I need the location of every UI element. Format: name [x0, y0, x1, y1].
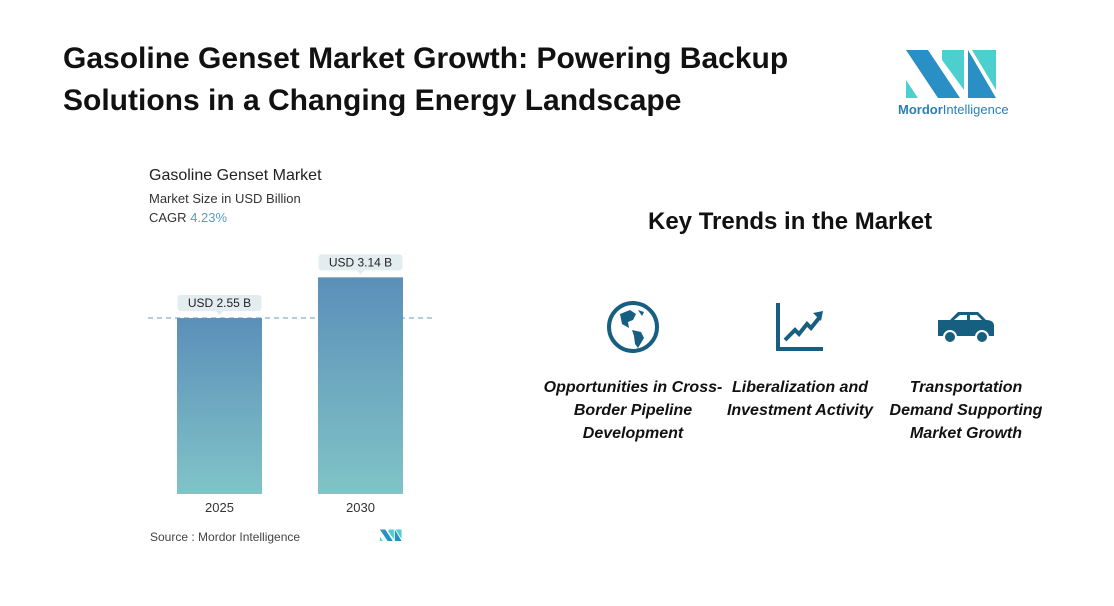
key-trends-heading: Key Trends in the Market — [648, 208, 933, 235]
cagr-value: 4.23% — [190, 210, 228, 225]
trend-item: Liberalization and Investment Activity — [710, 300, 890, 422]
chart-source: Source : Mordor Intelligence — [150, 530, 301, 544]
data-label-pointer — [356, 270, 365, 275]
data-label-bg — [318, 254, 403, 271]
trend-item: Transportation Demand Supporting Market … — [876, 300, 1056, 445]
bar-2030 — [318, 277, 403, 494]
data-label-pointer — [215, 311, 224, 316]
data-label: USD 2.55 B — [188, 296, 251, 310]
trend-label: Liberalization and Investment Activity — [726, 379, 874, 419]
globe-icon — [607, 301, 659, 353]
logo-mark-icon — [906, 50, 996, 98]
source-logo-icon — [379, 529, 402, 542]
logo-brand2: Intelligence — [942, 102, 1009, 117]
data-label: USD 3.14 B — [329, 255, 392, 269]
chart-cagr: CAGR 4.23% — [149, 210, 227, 225]
bar-2025 — [177, 318, 262, 494]
trend-label: Opportunities in Cross-Border Pipeline D… — [543, 379, 723, 442]
cagr-label: CAGR — [149, 210, 187, 225]
trend-chart-icon — [776, 303, 823, 351]
chart-title: Gasoline Genset Market — [149, 167, 322, 184]
page-title: Gasoline Genset Market Growth: Powering … — [63, 42, 789, 117]
x-tick-label: 2030 — [346, 500, 375, 515]
x-tick-label: 2025 — [205, 500, 234, 515]
mordor-logo: MordorIntelligence — [898, 50, 1009, 117]
trend-item: Opportunities in Cross-Border Pipeline D… — [543, 300, 723, 445]
logo-brand: Mordor — [898, 102, 943, 117]
trend-label: Transportation Demand Supporting Market … — [889, 379, 1043, 442]
data-label-bg — [177, 295, 262, 312]
chart-subtitle: Market Size in USD Billion — [149, 191, 301, 206]
car-icon — [938, 312, 994, 344]
